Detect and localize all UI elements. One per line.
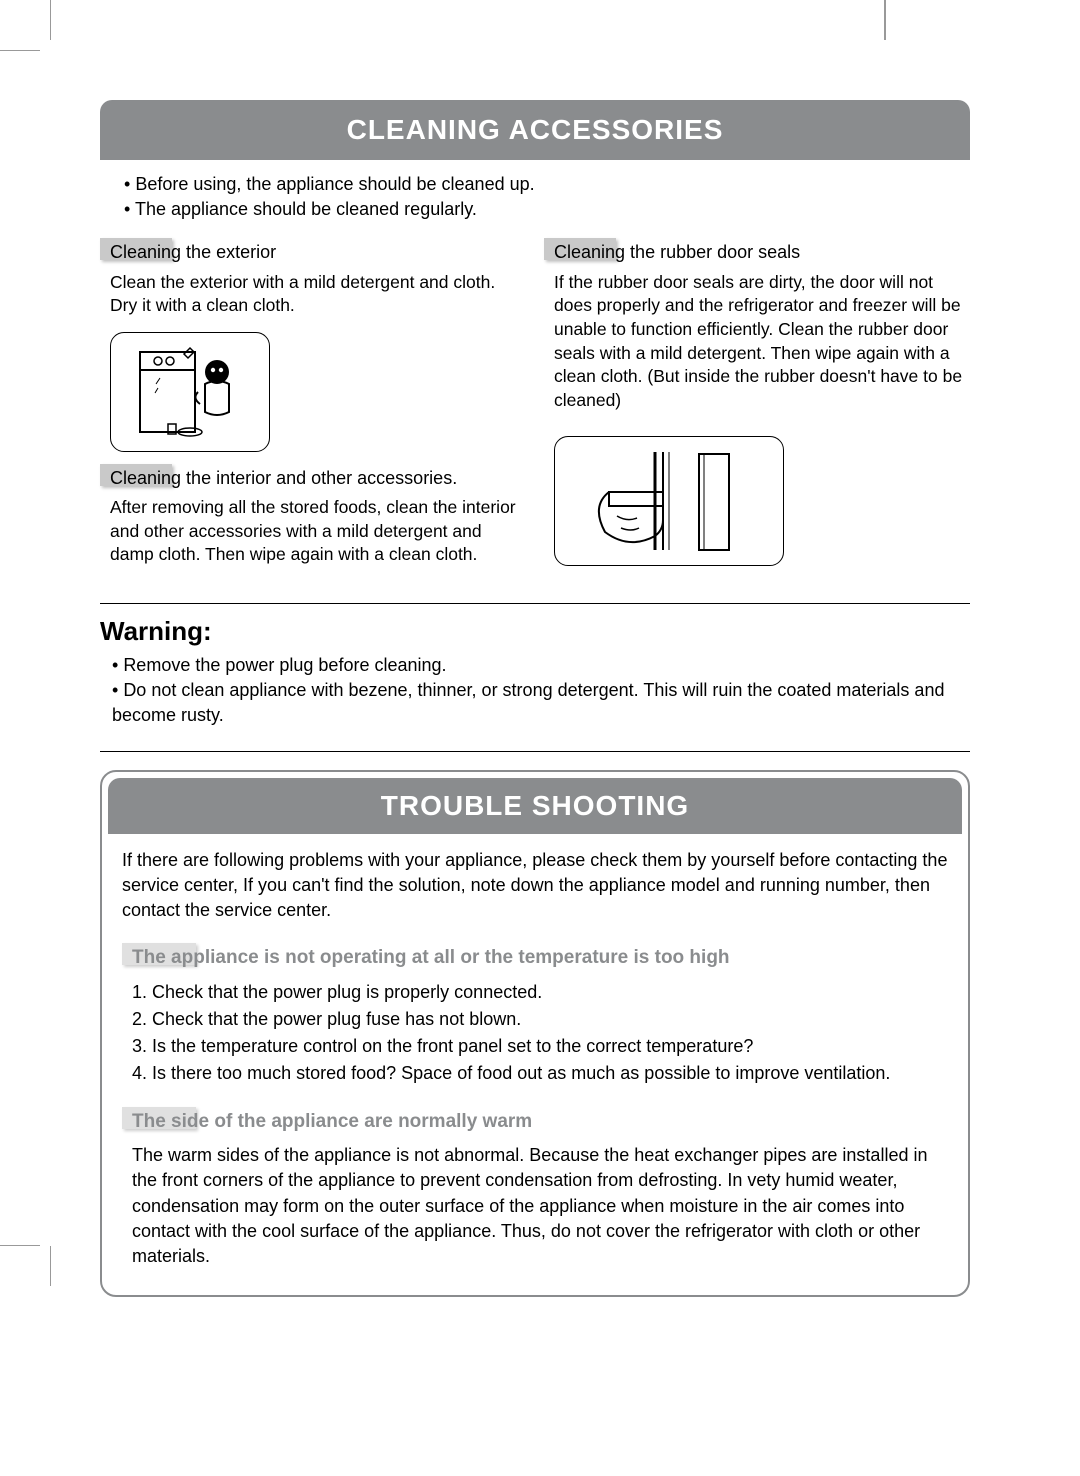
crop-mark bbox=[0, 50, 40, 51]
section-divider bbox=[100, 603, 970, 604]
troubleshooting-content: If there are following problems with you… bbox=[102, 834, 968, 1295]
list-item: Before using, the appliance should be cl… bbox=[124, 172, 970, 197]
fridge-cleaning-icon bbox=[120, 342, 260, 442]
list-item: Remove the power plug before cleaning. bbox=[112, 653, 970, 678]
crop-mark bbox=[0, 1245, 40, 1246]
section-header-troubleshooting: TROUBLE SHOOTING bbox=[108, 778, 962, 834]
list-item: 1. Check that the power plug is properly… bbox=[132, 980, 948, 1005]
list-item: 3. Is the temperature control on the fro… bbox=[132, 1034, 948, 1059]
crop-mark bbox=[50, 0, 51, 40]
cleaning-exterior-illustration bbox=[110, 332, 270, 452]
troubleshooting-box: TROUBLE SHOOTING If there are following … bbox=[100, 770, 970, 1297]
warning-list: Remove the power plug before cleaning. D… bbox=[112, 653, 970, 729]
ts-subheading-not-operating: The appliance is not operating at all or… bbox=[122, 945, 948, 972]
body-text: If the rubber door seals are dirty, the … bbox=[544, 271, 970, 413]
body-text: Clean the exterior with a mild detergent… bbox=[100, 271, 526, 318]
crop-mark bbox=[885, 0, 886, 40]
warning-heading: Warning: bbox=[100, 616, 970, 647]
section-header-cleaning: CLEANING ACCESSORIES bbox=[100, 100, 970, 160]
page-content: CLEANING ACCESSORIES Before using, the a… bbox=[100, 100, 970, 1297]
right-column: Cleaning the rubber door seals If the ru… bbox=[544, 240, 970, 581]
ts-subheading-warm-side: The side of the appliance are normally w… bbox=[122, 1109, 948, 1136]
section-divider bbox=[100, 751, 970, 752]
left-column: Cleaning the exterior Clean the exterior… bbox=[100, 240, 526, 581]
list-item: 4. Is there too much stored food? Space … bbox=[132, 1061, 948, 1086]
door-seal-illustration bbox=[554, 436, 784, 566]
cleaning-intro-list: Before using, the appliance should be cl… bbox=[124, 172, 970, 222]
cleaning-two-column: Cleaning the exterior Clean the exterior… bbox=[100, 240, 970, 581]
ts-check-list: 1. Check that the power plug is properly… bbox=[132, 980, 948, 1087]
list-item: 2. Check that the power plug fuse has no… bbox=[132, 1007, 948, 1032]
crop-mark bbox=[50, 1246, 51, 1286]
subheading-exterior: Cleaning the exterior bbox=[100, 240, 526, 264]
subheading-interior: Cleaning the interior and other accessor… bbox=[100, 466, 526, 490]
subheading-seals: Cleaning the rubber door seals bbox=[544, 240, 970, 264]
body-text: The warm sides of the appliance is not a… bbox=[132, 1143, 948, 1269]
list-item: The appliance should be cleaned regularl… bbox=[124, 197, 970, 222]
body-text: If there are following problems with you… bbox=[122, 848, 948, 924]
body-text: After removing all the stored foods, cle… bbox=[100, 496, 526, 567]
list-item: Do not clean appliance with bezene, thin… bbox=[112, 678, 970, 728]
door-seal-icon bbox=[569, 446, 769, 556]
